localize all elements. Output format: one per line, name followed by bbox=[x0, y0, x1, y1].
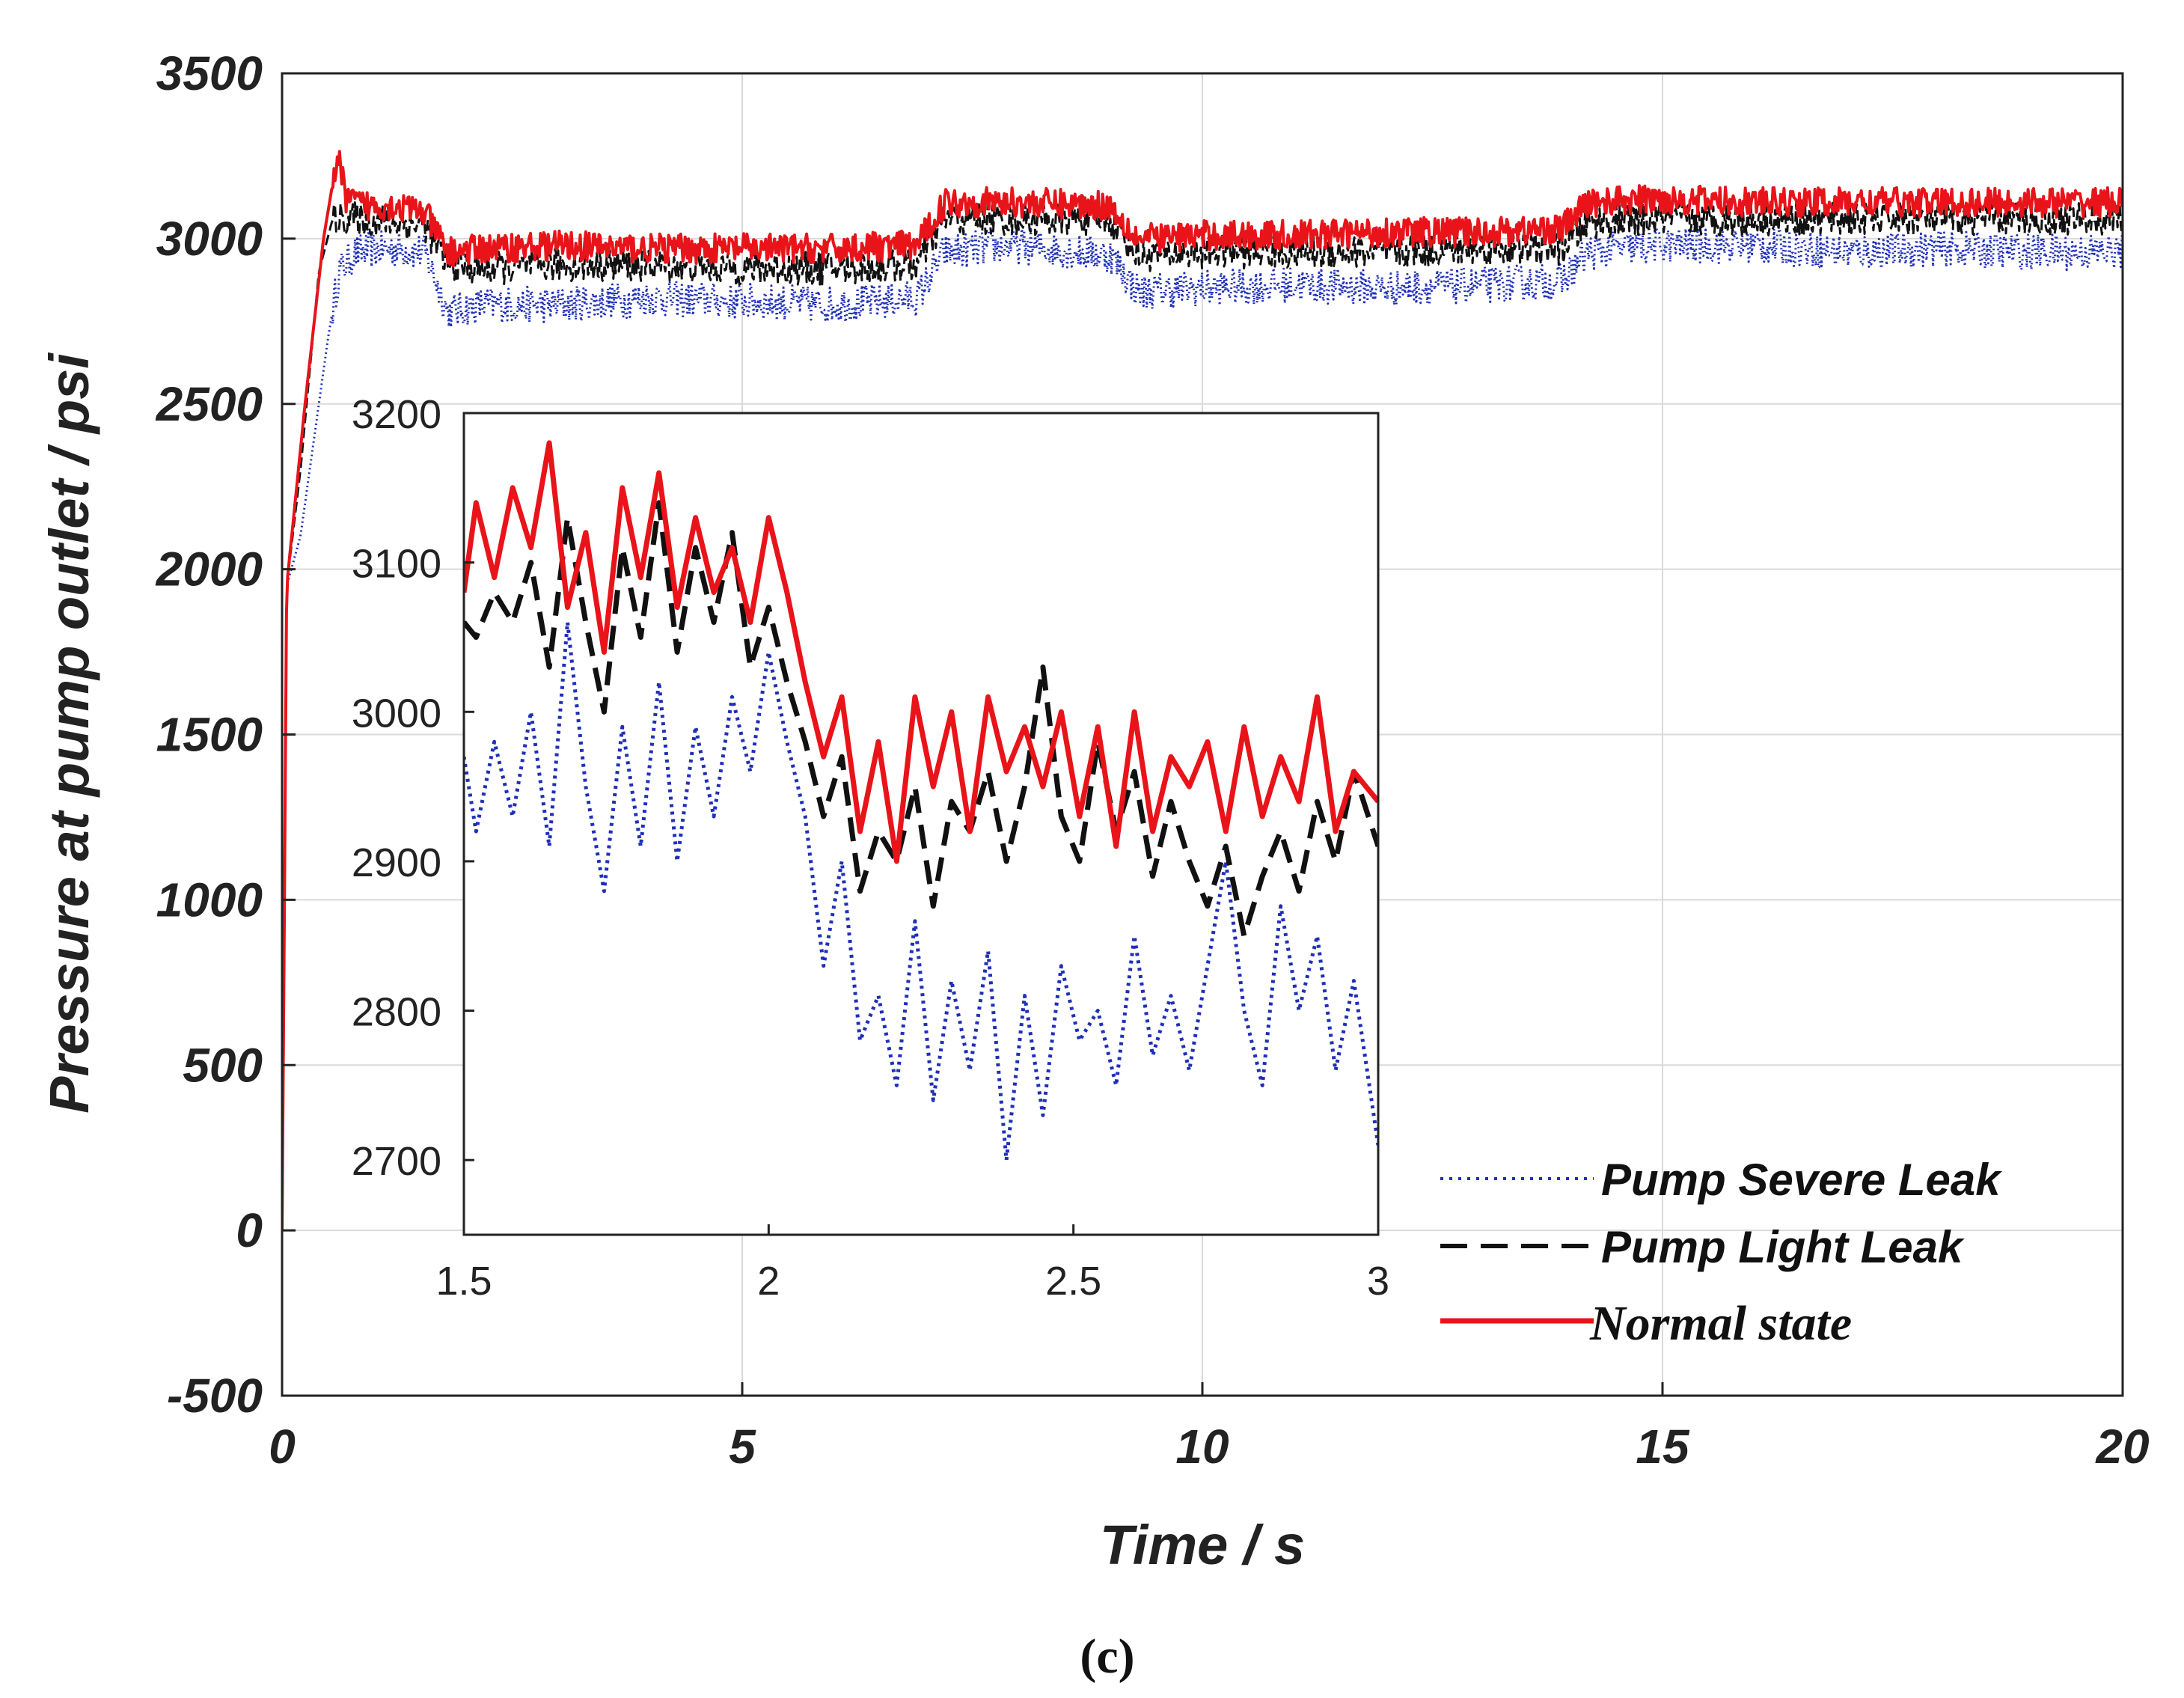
inset-x-tick-label: 2 bbox=[757, 1259, 780, 1304]
inset-tick-labels: 1.5 2 2.5 3 2700 2800 2900 3000 3100 3200 bbox=[352, 392, 1389, 1304]
inset-frame bbox=[462, 412, 1380, 1236]
main-y-tick-label: 0 bbox=[236, 1203, 263, 1257]
main-y-tick-label: 1500 bbox=[156, 708, 263, 762]
inset-series-pump-severe-leak bbox=[464, 620, 1378, 1162]
main-y-tick-label: 500 bbox=[183, 1038, 263, 1092]
main-y-tick-label: 3500 bbox=[156, 46, 263, 100]
inset-background bbox=[464, 413, 1378, 1235]
legend-label-normal: Normal state bbox=[1589, 1296, 1852, 1351]
y-axis-label: Pressure at pump outlet / psi bbox=[38, 352, 100, 1114]
main-y-tick-label: 3000 bbox=[156, 212, 263, 266]
inset-x-tick-label: 3 bbox=[1367, 1259, 1389, 1304]
main-series-pump-light-leak bbox=[282, 201, 2123, 1231]
main-x-tick-label: 10 bbox=[1175, 1420, 1229, 1473]
inset-y-tick-label: 2900 bbox=[352, 840, 441, 885]
legend: Pump Severe Leak Pump Light Leak Normal … bbox=[1440, 1155, 2002, 1351]
main-series-group bbox=[282, 150, 2123, 1231]
main-y-tick-label: 2000 bbox=[156, 543, 263, 596]
inset-y-tick-label: 3100 bbox=[352, 542, 441, 587]
inset-y-tick-label: 3200 bbox=[352, 392, 441, 437]
inset-series-normal-state bbox=[464, 440, 1378, 864]
main-series-pump-severe-leak bbox=[282, 226, 2123, 1231]
figure-caption: (c) bbox=[1080, 1629, 1134, 1684]
legend-label-severe: Pump Severe Leak bbox=[1601, 1155, 2002, 1205]
inset-y-tick-label: 2800 bbox=[352, 990, 441, 1035]
inset-y-tick-label: 2700 bbox=[352, 1139, 441, 1184]
main-series-normal-state bbox=[282, 150, 2123, 1231]
inset-series-group bbox=[464, 440, 1378, 1162]
main-x-tick-label: 5 bbox=[729, 1420, 756, 1473]
inset-x-tick-label: 1.5 bbox=[435, 1259, 492, 1304]
legend-label-light: Pump Light Leak bbox=[1601, 1222, 1965, 1272]
main-y-tick-label: 1000 bbox=[156, 873, 263, 926]
x-axis-label: Time / s bbox=[1100, 1514, 1305, 1576]
main-y-tick-label: -500 bbox=[167, 1369, 263, 1423]
inset-y-tick-label: 3000 bbox=[352, 691, 441, 736]
main-x-tick-label: 15 bbox=[1636, 1420, 1690, 1473]
main-x-tick-label: 20 bbox=[2095, 1420, 2149, 1473]
inset-x-tick-label: 2.5 bbox=[1045, 1259, 1101, 1304]
main-y-tick-label: 2500 bbox=[156, 377, 263, 431]
main-x-tick-label: 0 bbox=[269, 1420, 296, 1473]
inset-series-pump-light-leak bbox=[464, 500, 1378, 939]
